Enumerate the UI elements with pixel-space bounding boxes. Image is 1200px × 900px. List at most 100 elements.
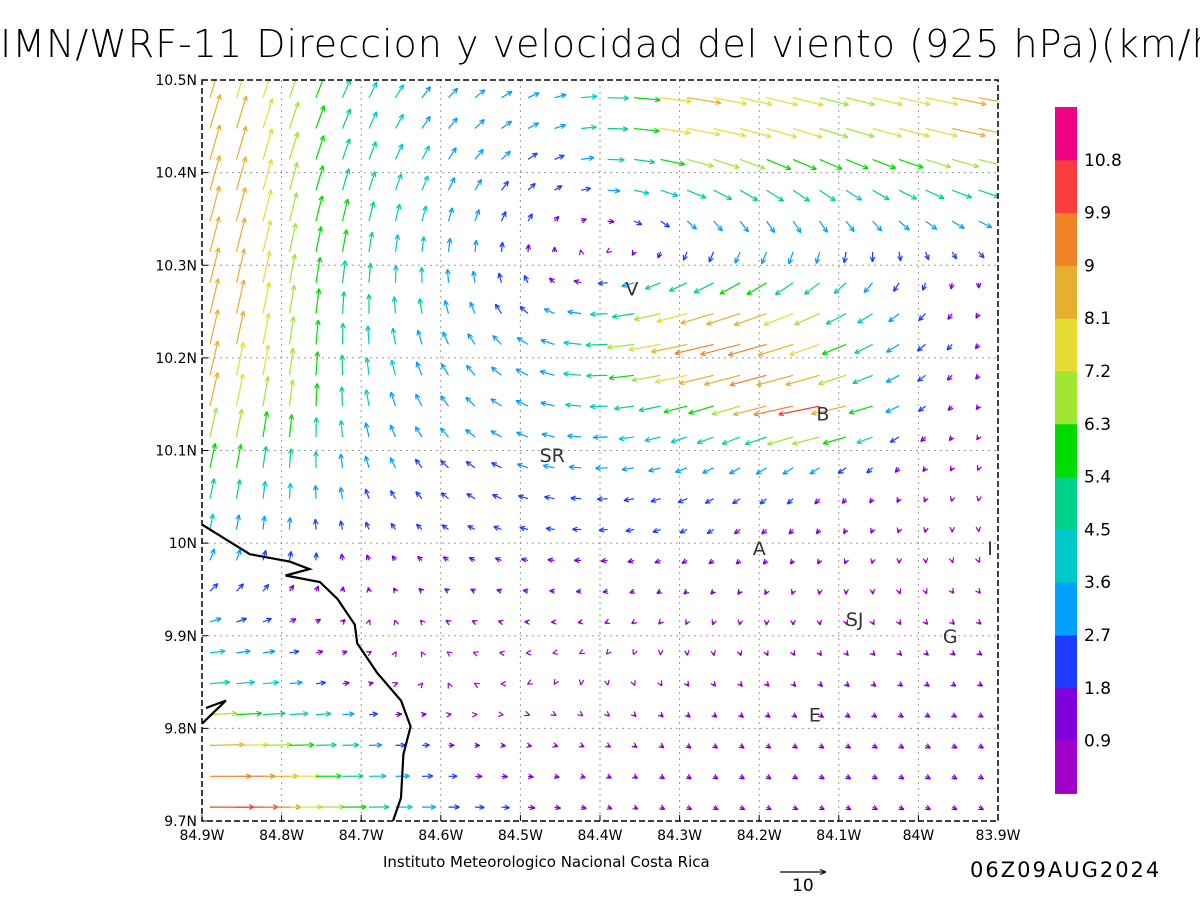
wind-vector <box>585 342 608 348</box>
wind-vector <box>663 405 688 414</box>
wind-vector <box>917 374 926 382</box>
wind-vector <box>978 774 985 780</box>
footer-credit: Instituto Meteorologico Nacional Costa R… <box>383 853 710 871</box>
wind-vector <box>897 251 903 262</box>
wind-vector <box>262 219 273 253</box>
wind-vector <box>550 619 557 625</box>
wind-vector <box>552 742 559 748</box>
wind-vector <box>315 288 322 314</box>
forecast-date: 06Z09AUG2024 <box>970 858 1162 882</box>
wind-vector <box>948 557 955 564</box>
wind-vector <box>789 558 796 565</box>
wind-vector <box>235 514 241 530</box>
wind-vector <box>440 492 449 500</box>
wind-vector <box>288 161 299 191</box>
wind-vector <box>341 229 349 253</box>
wind-vector <box>209 124 222 160</box>
wind-vector <box>366 294 372 314</box>
wind-vector <box>948 588 955 595</box>
wind-vector <box>289 710 309 717</box>
wind-vector <box>287 448 294 468</box>
wind-vector <box>598 527 608 533</box>
wind-vector <box>792 804 799 811</box>
wind-vector <box>869 619 875 626</box>
wind-vector <box>792 436 820 446</box>
wind-vector <box>857 313 873 324</box>
lon-tick-label: 84.6W <box>418 828 463 844</box>
wind-vector <box>952 127 986 138</box>
wind-vector <box>447 207 454 222</box>
wind-vector <box>580 218 587 224</box>
map-grid <box>202 80 998 821</box>
wind-vector <box>886 343 900 353</box>
wind-vector <box>287 551 294 561</box>
wind-vector <box>845 805 852 811</box>
wind-vector <box>209 478 216 499</box>
wind-vector <box>288 347 296 376</box>
wind-vector <box>470 588 476 594</box>
wind-vector <box>448 742 455 749</box>
wind-vector <box>606 247 613 254</box>
wind-vector <box>448 87 459 99</box>
wind-vector <box>757 343 794 357</box>
colorbar-swatch <box>1055 740 1077 794</box>
wind-vector <box>339 553 346 561</box>
wind-vector <box>764 712 771 718</box>
wind-vector <box>977 681 984 687</box>
wind-vector <box>469 301 476 314</box>
wind-vector <box>605 742 612 748</box>
wind-vector <box>845 189 863 201</box>
wind-vector <box>763 681 770 688</box>
wind-vector <box>845 158 869 170</box>
wind-vector <box>527 92 540 99</box>
wind-vector <box>700 343 741 357</box>
wind-vector <box>542 463 555 470</box>
wind-vector <box>633 313 661 322</box>
wind-vector <box>389 424 397 438</box>
wind-vector <box>766 97 799 107</box>
wind-vector <box>209 442 217 468</box>
lat-tick-label: 9.7N <box>164 814 197 830</box>
wind-vector <box>209 407 219 438</box>
wind-vector <box>739 189 759 202</box>
wind-vector <box>975 282 982 289</box>
wind-vector <box>952 158 980 169</box>
wind-vector <box>978 220 993 229</box>
wind-vector <box>684 650 690 656</box>
wind-vector <box>315 618 322 625</box>
wind-vector <box>925 805 932 811</box>
wind-vector <box>342 711 355 717</box>
wind-vector <box>790 619 796 626</box>
wind-vector <box>685 619 691 626</box>
wind-vector <box>288 253 297 283</box>
wind-vector <box>497 619 504 626</box>
wind-vector <box>668 282 688 292</box>
wind-vector <box>898 158 924 169</box>
wind-vector <box>474 804 485 811</box>
wind-vector <box>821 343 847 355</box>
wind-vector <box>710 680 717 687</box>
wind-vector <box>818 774 825 780</box>
wind-vector <box>554 154 565 160</box>
wind-vector <box>706 528 714 535</box>
wind-vector <box>791 743 798 749</box>
wind-vector <box>447 177 456 191</box>
wind-vector <box>235 548 242 561</box>
lon-tick-label: 84.9W <box>179 828 224 844</box>
wind-vector <box>341 168 351 191</box>
wind-vector <box>894 466 901 473</box>
wind-vector <box>660 158 686 167</box>
wind-vector <box>978 251 985 259</box>
wind-vector <box>563 340 582 346</box>
wind-vector <box>501 90 513 99</box>
wind-vector <box>870 527 876 534</box>
wind-vector <box>499 241 505 252</box>
wind-vector <box>658 742 665 749</box>
colorbar-label: 3.6 <box>1084 573 1111 593</box>
colorbar-label: 6.3 <box>1084 415 1111 435</box>
wind-vector <box>568 464 582 471</box>
wind-vector <box>445 619 452 626</box>
wind-vector <box>368 171 377 191</box>
wind-vector <box>541 432 555 438</box>
wind-vector <box>898 220 910 231</box>
